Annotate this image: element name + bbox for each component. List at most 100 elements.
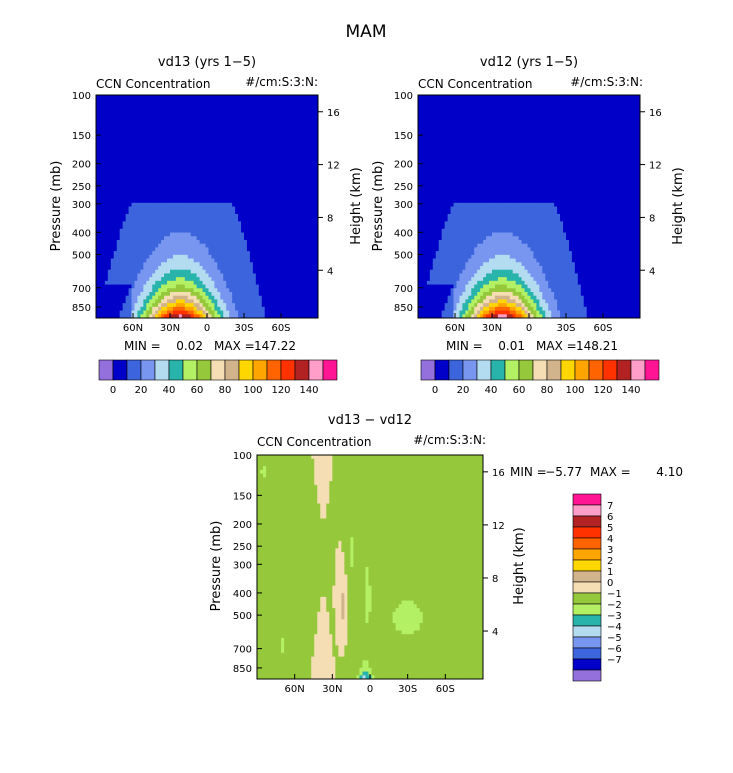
contour-cell (223, 284, 227, 289)
contour-cell (116, 109, 121, 115)
contour-cell (161, 288, 165, 293)
contour-cell (217, 191, 221, 196)
contour-cell (172, 195, 177, 200)
contour-cell (220, 210, 224, 215)
contour-cell (158, 150, 162, 156)
contour-cell (261, 251, 266, 256)
contour-cell (214, 161, 218, 167)
contour-cell (300, 225, 304, 230)
contour-cell (418, 98, 422, 104)
contour-cell (155, 247, 159, 252)
contour-cell (208, 251, 213, 256)
contour-cell (122, 161, 127, 167)
contour-cell (285, 176, 289, 182)
contour-cell (152, 210, 156, 215)
contour-cell (146, 213, 150, 219)
contour-cell (152, 154, 156, 159)
contour-cell (258, 277, 263, 282)
contour-cell (158, 158, 162, 163)
contour-cell (226, 121, 230, 126)
contour-cell (143, 291, 147, 297)
contour-cell (167, 269, 171, 274)
contour-cell (101, 273, 106, 278)
contour-cell (297, 232, 301, 237)
contour-cell (294, 154, 298, 159)
contour-cell (110, 147, 115, 152)
contour-cell (312, 228, 316, 234)
contour-cell (175, 306, 180, 312)
contour-cell (303, 106, 307, 111)
contour-cell (187, 280, 192, 286)
contour-cell (223, 117, 227, 122)
contour-cell (196, 306, 201, 312)
contour-cell (255, 306, 260, 312)
contour-cell (297, 184, 301, 189)
contour-cell (426, 132, 431, 137)
contour-cell (418, 314, 422, 318)
contour-cell (255, 139, 260, 144)
contour-cell (175, 310, 180, 315)
contour-cell (297, 213, 301, 219)
contour-cell (178, 102, 183, 107)
contour-cell (291, 109, 295, 115)
contour-cell (152, 117, 156, 122)
contour-cell (279, 299, 284, 304)
contour-cell (423, 280, 428, 286)
contour-cell (175, 161, 180, 167)
contour-cell (184, 273, 189, 278)
contour-cell (140, 273, 144, 278)
contour-cell (152, 295, 156, 301)
contour-cell (258, 187, 263, 193)
contour-cell (429, 217, 434, 222)
contour-cell (255, 132, 260, 137)
contour-cell (252, 98, 257, 104)
contour-cell (306, 310, 310, 315)
contour-cell (252, 277, 257, 282)
contour-cell (214, 262, 218, 267)
contour-cell (418, 128, 422, 133)
contour-cell (217, 109, 221, 115)
contour-cell (146, 299, 150, 304)
contour-cell (190, 280, 195, 286)
contour-cell (306, 221, 310, 226)
contour-cell (110, 262, 115, 267)
contour-cell (312, 288, 316, 293)
contour-cell (273, 158, 278, 163)
contour-cell (244, 135, 248, 141)
contour-cell (158, 295, 162, 301)
contour-cell (300, 150, 304, 156)
contour-cell (101, 295, 106, 301)
contour-cell (116, 221, 121, 226)
contour-cell (418, 154, 422, 159)
contour-cell (196, 132, 201, 137)
contour-cell (270, 165, 275, 170)
contour-cell (208, 254, 213, 260)
contour-cell (232, 213, 236, 219)
contour-cell (211, 128, 215, 133)
contour-cell (264, 277, 269, 282)
contour-cell (116, 247, 121, 252)
contour-cell (149, 210, 153, 215)
contour-cell (294, 139, 298, 144)
contour-cell (315, 288, 318, 293)
contour-cell (264, 295, 269, 301)
contour-cell (187, 98, 192, 104)
contour-cell (244, 254, 248, 260)
contour-cell (140, 117, 144, 122)
x-tick-label: 30N (160, 323, 180, 334)
contour-cell (252, 150, 257, 156)
contour-cell (110, 217, 115, 222)
contour-cell (267, 202, 272, 208)
contour-cell (255, 117, 260, 122)
contour-cell (149, 109, 153, 115)
contour-cell (241, 135, 245, 141)
contour-cell (276, 310, 281, 315)
contour-cell (294, 124, 298, 130)
contour-cell (418, 147, 422, 152)
contour-cell (288, 243, 292, 248)
contour-cell (214, 180, 218, 185)
contour-cell (264, 258, 269, 263)
contour-cell (196, 243, 201, 248)
contour-cell (220, 314, 224, 318)
contour-cell (232, 139, 236, 144)
